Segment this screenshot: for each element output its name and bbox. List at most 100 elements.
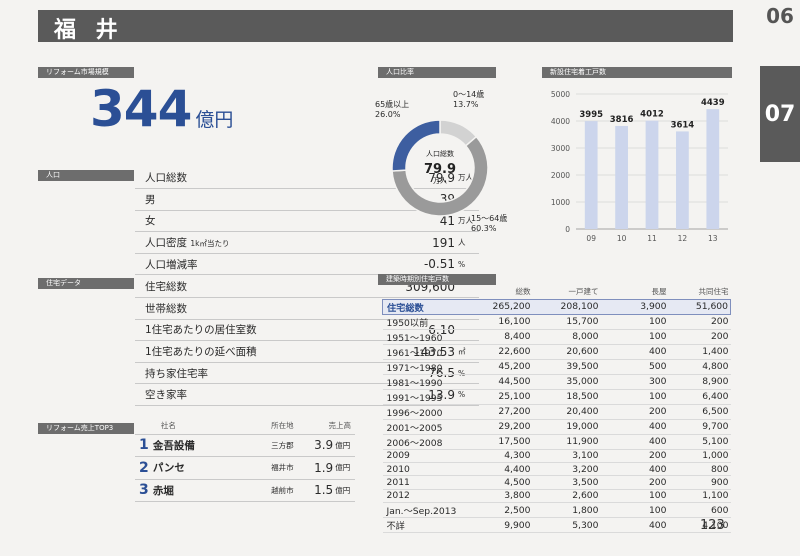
market-size: 344 億円 [90,80,233,138]
history-cell-detached: 20,400 [530,404,599,420]
company-sales: 3.9 [293,434,334,457]
chapter-tab-06[interactable]: 06 [766,4,794,28]
history-cell-detached: 35,000 [530,374,599,390]
top3-row: 3 赤堀 越前市 1.5 億円 [135,479,355,502]
history-cell-row-house: 100 [598,314,667,330]
row-value: -0.51 [270,253,455,276]
market-section-label: リフォーム市場規模 [38,67,134,78]
history-cell-apartment: 9,700 [666,419,731,435]
history-cell-row-house: 200 [598,475,667,490]
company-sales-unit: 億円 [333,479,355,502]
housing-starts-chart: 0 1000 2000 3000 4000 5000 3995 09 3816 10 4012 11 3… [540,80,735,250]
history-cell-apartment: 800 [666,462,731,477]
history-cell-row-house: 100 [598,489,667,504]
history-cell-period: 2010 [382,462,463,477]
top3-row: 1 金吾設備 三方郡 3.9 億円 [135,434,355,457]
donut-segment [391,135,489,217]
history-cell-period: 住宅総数 [382,298,463,315]
row-label: 空き家率 [135,383,270,407]
company-name: パンセ [152,456,247,480]
history-cell-total: 27,200 [462,404,531,420]
header-total: 総数 [515,287,531,297]
history-cell-period: 2009 [382,449,463,463]
history-cell-row-house: 3,900 [598,298,667,315]
segment-name: 65歳以上 [375,100,410,109]
x-tick-label: 10 [617,234,627,243]
history-cell-detached: 2,600 [530,489,599,504]
header-row-house: 長屋 [651,287,667,297]
housing-section-label: 住宅データ [38,278,134,289]
row-value: 191 [270,231,455,254]
history-cell-detached: 39,500 [530,359,599,375]
company-sales-unit: 億円 [333,434,355,457]
history-cell-total: 45,200 [462,359,531,375]
segment-name: 15〜64歳 [471,214,508,223]
donut-center-label: 人口総数 [426,149,454,158]
population-donut-chart: 人口総数 79.9 万人 0〜14歳 13.7% 65歳以上 26.0% 15〜64… [375,80,510,240]
history-body: 住宅総数 265,200 208,100 3,900 51,600 1950以前 16,10… [382,298,731,534]
history-cell-apartment: 51,600 [666,298,731,315]
history-cell-apartment: 4,100 [666,517,731,534]
history-row: 1950以前 16,100 15,700 100 200 [382,314,731,330]
history-cell-total: 4,400 [462,462,531,477]
history-cell-total: 265,200 [462,298,531,315]
history-cell-row-house: 200 [598,404,667,420]
top3-row: 2 パンセ 福井市 1.9 億円 [135,456,355,480]
history-row: 1996〜2000 27,200 20,400 200 6,500 [382,404,731,420]
history-cell-detached: 20,600 [530,344,599,360]
history-cell-total: 8,400 [462,329,531,345]
history-row: 2012 3,800 2,600 100 1,100 [382,489,731,504]
header-name: 社名 [152,418,247,435]
y-tick-label: 4000 [551,117,570,126]
bar-value-label: 3614 [671,120,695,130]
history-cell-apartment: 6,500 [666,404,731,420]
history-cell-detached: 15,700 [530,314,599,330]
y-tick-label: 1000 [551,198,570,207]
segment-pct: 13.7% [453,100,479,109]
top3-table: 社名 所在地 売上高 1 金吾設備 三方郡 3.9 億円 2 パンセ 福井市 1… [135,418,355,502]
page-number: 123 [700,518,725,533]
rank-number: 2 [135,456,153,480]
row-unit: 人 [455,231,479,254]
x-tick-label: 09 [586,234,596,243]
population-row: 女 41 万人 [135,210,479,233]
history-cell-detached: 19,000 [530,419,599,435]
bar [706,109,720,229]
history-row: 1971〜1980 45,200 39,500 500 4,800 [382,359,731,375]
chapter-tab-07[interactable]: 07 [760,66,800,162]
bar-value-label: 3995 [579,110,603,120]
company-location: 福井市 [246,456,294,480]
history-cell-period: 1996〜2000 [382,404,463,420]
history-row: 1981〜1990 44,500 35,000 300 8,900 [382,374,731,390]
bar-value-label: 4012 [640,110,664,120]
history-cell-row-house: 100 [598,502,667,519]
market-size-value: 344 [90,80,192,138]
history-cell-detached: 208,100 [530,298,599,315]
rank-number: 1 [135,434,153,457]
history-cell-total: 29,200 [462,419,531,435]
donut-segment [391,119,441,172]
history-cell-detached: 5,300 [530,517,599,534]
history-cell-period: 1971〜1980 [382,359,463,375]
history-section-label: 建築時期別住宅戸数 [378,274,496,285]
history-cell-row-house: 500 [598,359,667,375]
history-cell-row-house: 300 [598,374,667,390]
row-label: 人口総数 [135,167,270,190]
history-cell-apartment: 4,800 [666,359,731,375]
history-row: 1961〜1970 22,600 20,600 400 1,400 [382,344,731,360]
row-label: 1住宅あたりの居住室数 [135,319,270,342]
history-cell-apartment: 6,400 [666,389,731,405]
history-header: 総数 一戸建て 長屋 共同住宅 [383,285,731,299]
starts-section-label: 新設住宅着工戸数 [542,67,732,78]
header-apartment: 共同住宅 [698,287,729,297]
x-tick-label: 11 [647,234,657,243]
history-cell-row-house: 400 [598,419,667,435]
history-cell-apartment: 1,100 [666,489,731,504]
history-cell-apartment: 8,900 [666,374,731,390]
history-cell-total: 25,100 [462,389,531,405]
donut-center-value: 79.9 [424,162,456,177]
history-row: 1991〜1995 25,100 18,500 100 6,400 [382,389,731,405]
history-cell-detached: 1,800 [530,502,599,519]
history-row: 1951〜1960 8,400 8,000 100 200 [382,329,731,345]
donut-center-unit: 万人 [433,177,447,185]
